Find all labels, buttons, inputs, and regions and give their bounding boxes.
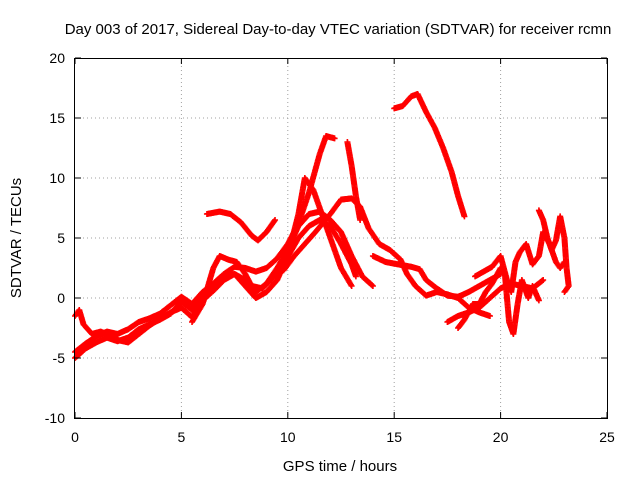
grid: [75, 58, 607, 418]
plot-frame: [74, 58, 608, 419]
y-tick-label: 15: [49, 110, 65, 126]
y-tick-label: -5: [53, 350, 66, 366]
data-point: [369, 283, 376, 289]
data-markers: [72, 91, 572, 361]
x-tick-label: 10: [280, 429, 296, 445]
x-tick-label: 5: [178, 429, 186, 445]
data-point: [357, 217, 364, 223]
data-point: [535, 297, 542, 304]
x-axis-ticks: 0 5 10 15 20 25: [71, 58, 615, 445]
series-track-6: [280, 195, 493, 319]
data-point: [272, 217, 279, 223]
chart-title: Day 003 of 2017, Sidereal Day-to-day VTE…: [65, 21, 612, 38]
x-tick-label: 15: [386, 429, 402, 445]
data-point: [540, 277, 547, 283]
y-tick-label: -10: [45, 410, 65, 426]
series-track-13: [535, 207, 572, 295]
series-track-7: [344, 139, 364, 223]
series-track-4: [189, 217, 359, 325]
y-tick-label: 0: [57, 290, 65, 306]
series-track-5: [203, 208, 279, 244]
data-point: [561, 289, 568, 295]
x-tick-label: 20: [493, 429, 509, 445]
series-track-9: [391, 91, 468, 220]
y-tick-label: 20: [49, 50, 65, 66]
data-point: [352, 273, 359, 280]
y-axis-ticks: -10 -5 0 5 10 15 20: [45, 50, 607, 426]
y-tick-label: 5: [57, 230, 65, 246]
data-point: [331, 135, 338, 142]
data-point: [461, 213, 468, 220]
y-axis-label: SDTVAR / TECUs: [8, 178, 25, 298]
x-tick-label: 0: [71, 429, 79, 445]
x-tick-label: 25: [599, 429, 615, 445]
x-axis-label: GPS time / hours: [283, 458, 397, 475]
y-tick-label: 10: [49, 170, 65, 186]
data-point: [348, 283, 355, 289]
data-point: [486, 313, 493, 319]
